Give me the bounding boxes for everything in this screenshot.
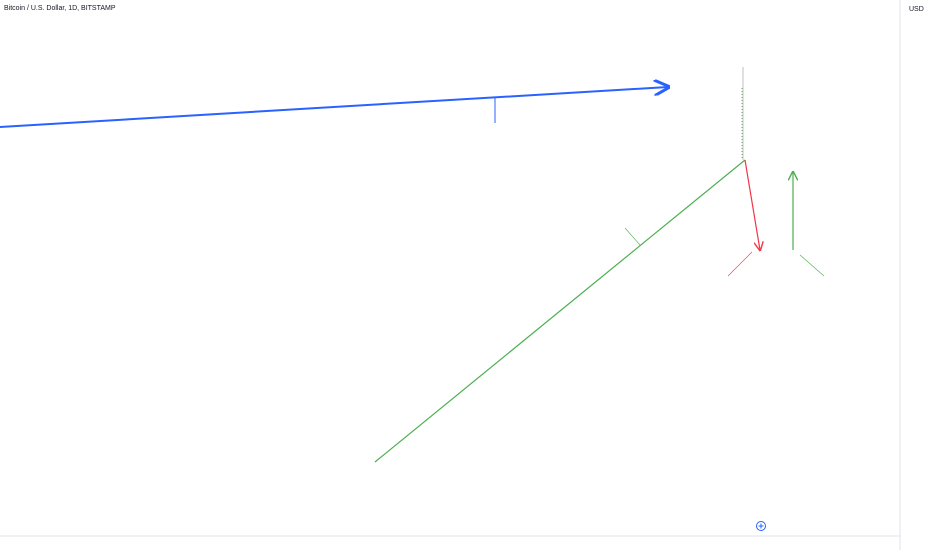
add-icon[interactable]	[756, 521, 766, 531]
up-trend-line	[374, 159, 746, 463]
chart-title: Bitcoin / U.S. Dollar, 1D, BITSTAMP	[4, 5, 116, 12]
rebound-connector	[624, 227, 641, 246]
drawings	[0, 67, 825, 463]
pull-back-arrow	[744, 159, 760, 250]
rebound-connector-2	[799, 254, 825, 277]
add-icon-plus[interactable]	[758, 523, 764, 529]
pull-back-connector	[727, 251, 753, 277]
currency: USD	[909, 6, 924, 13]
primary-trend-line	[0, 87, 668, 128]
